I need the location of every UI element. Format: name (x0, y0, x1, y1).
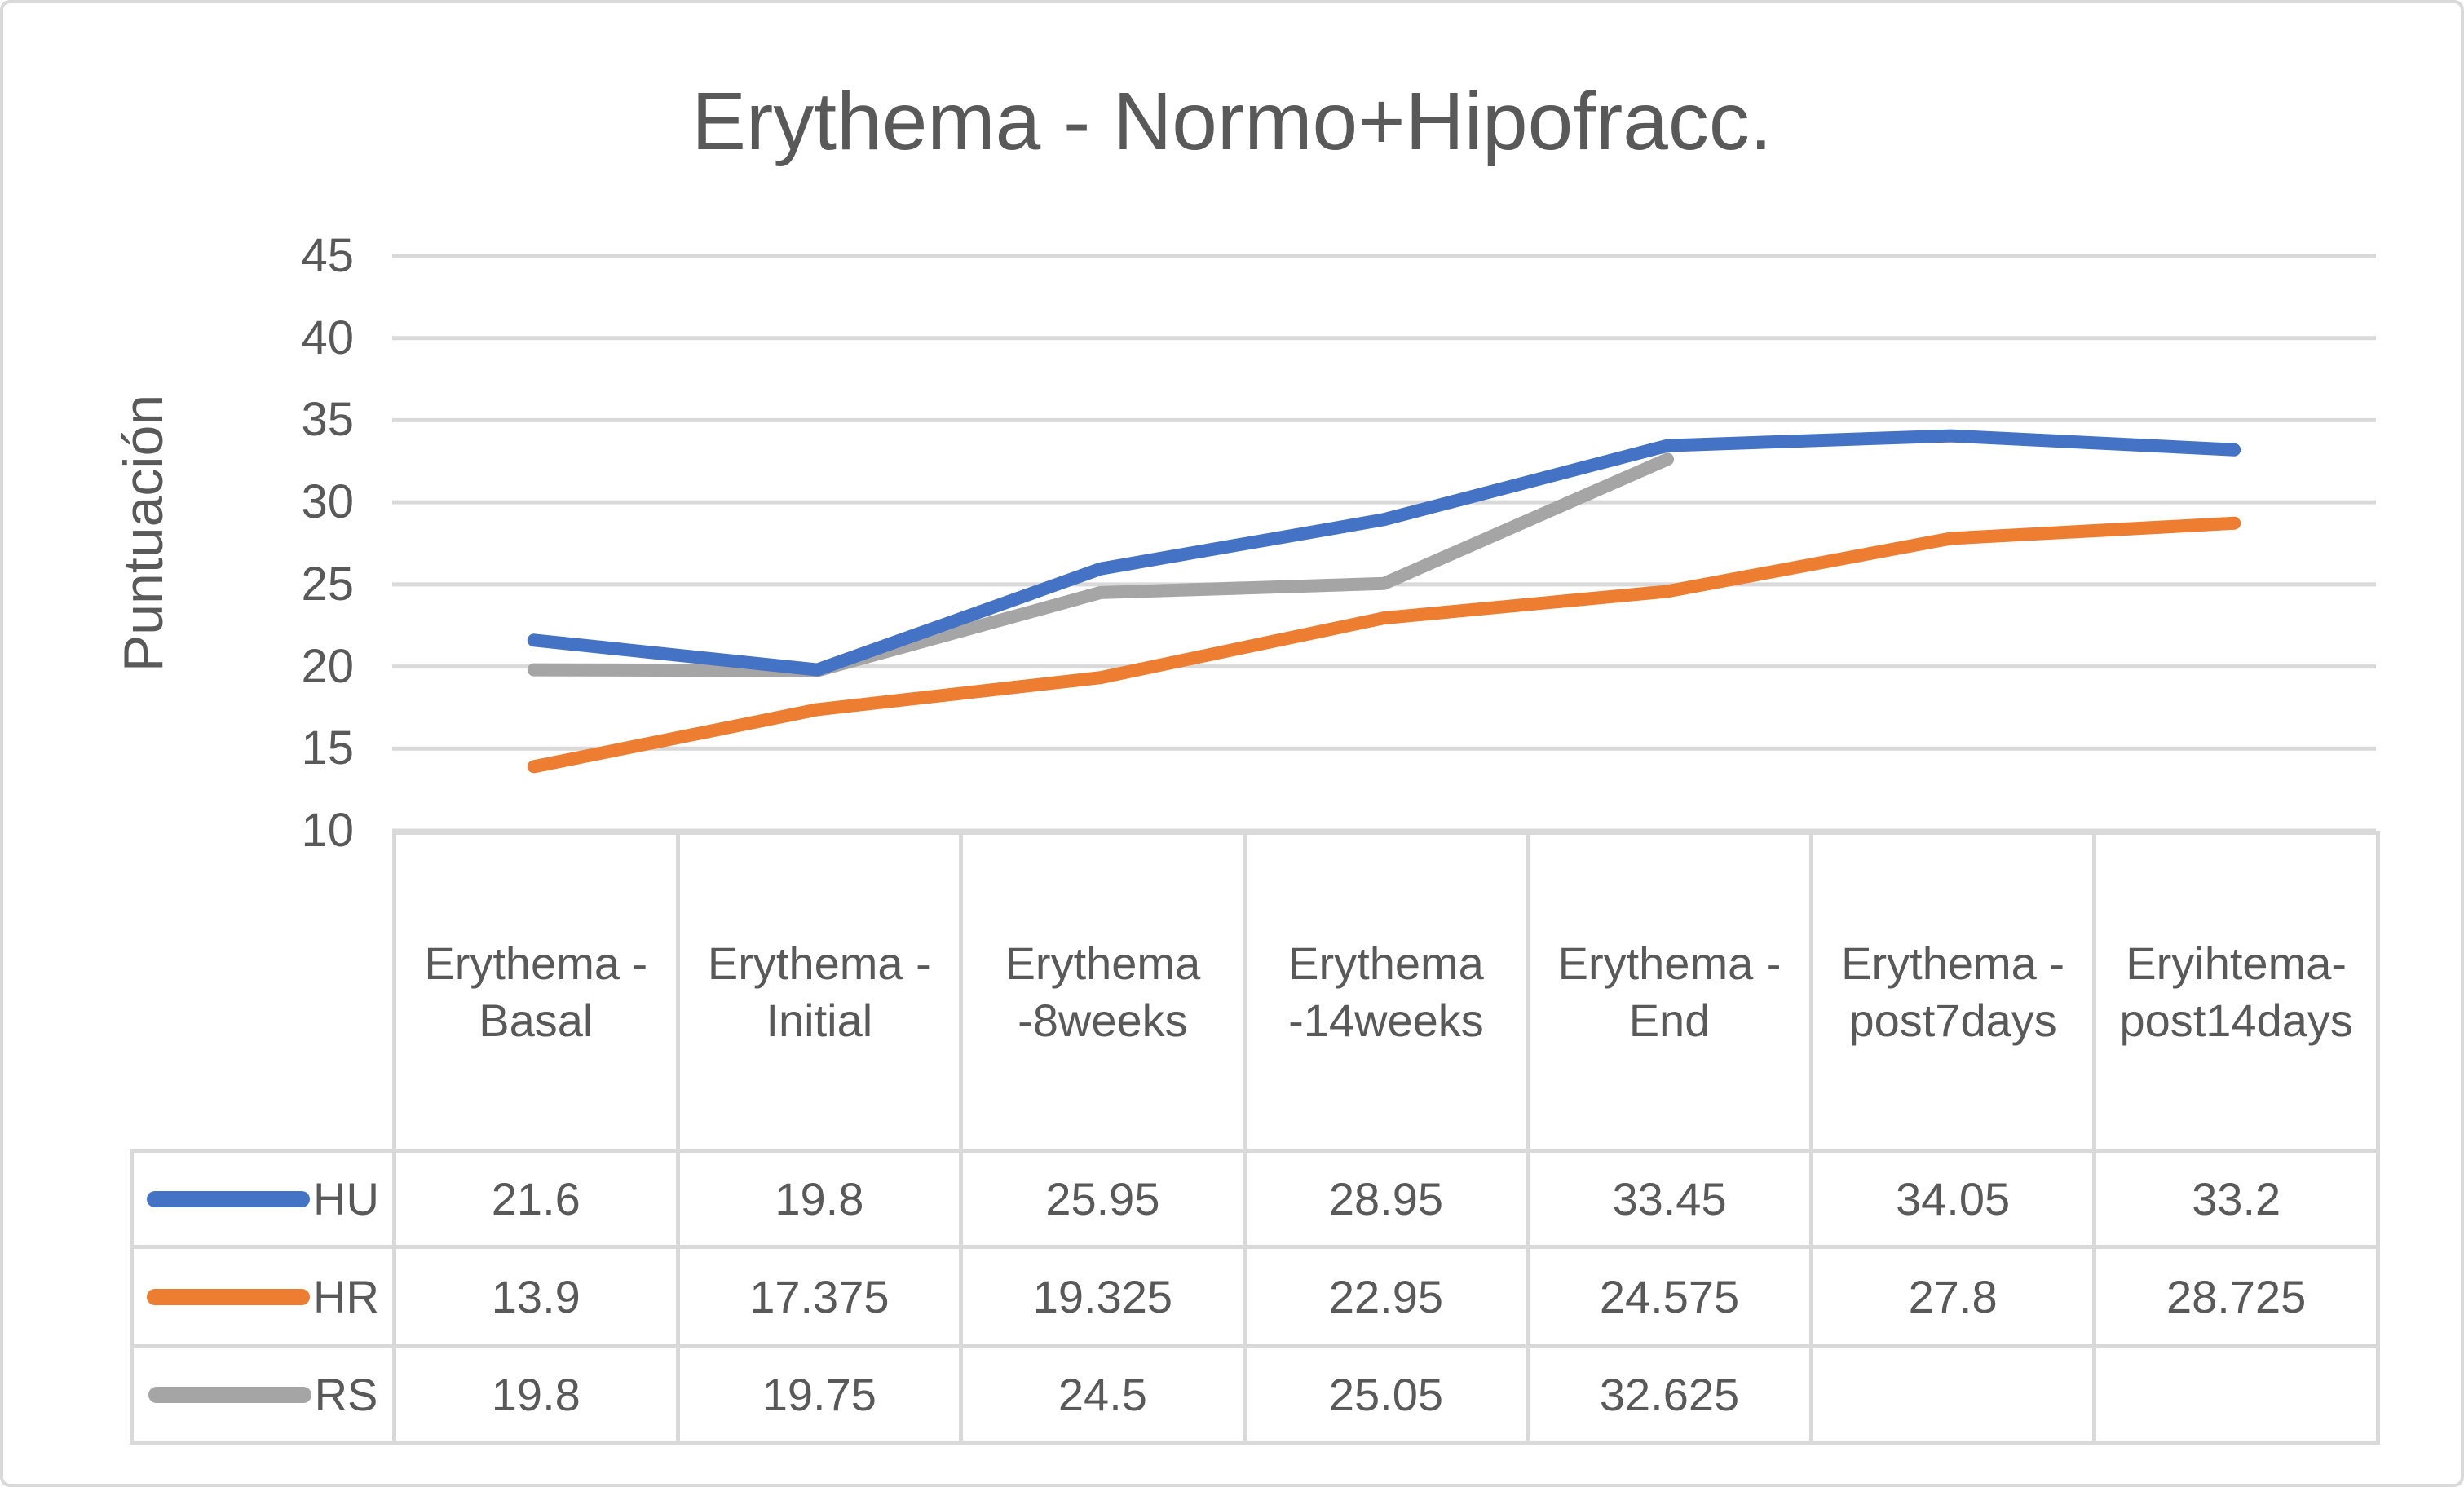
value-cell: 27.8 (1808, 1245, 2097, 1348)
category-header-cell: Erythema -End (1526, 831, 1813, 1153)
y-axis-tick: 20 (301, 639, 354, 693)
y-axis-tick: 40 (301, 311, 354, 364)
value-cell: 21.6 (392, 1149, 680, 1249)
y-axis-tick: 45 (301, 229, 354, 282)
y-axis-tick: 30 (301, 475, 354, 529)
series-row: HU 21.6 19.8 25.95 28.95 33.45 34.05 33.2 (130, 1149, 2380, 1249)
y-axis-tick: 15 (301, 721, 354, 775)
table-blank-cell (132, 833, 395, 1151)
value-cell: 33.2 (2092, 1149, 2380, 1249)
value-cell: 34.05 (1808, 1149, 2097, 1249)
category-header-cell: Erythema -14weeks (1242, 831, 1530, 1153)
category-header-cell: Erythema -8weeks (959, 831, 1247, 1153)
value-cell: 28.725 (2092, 1245, 2380, 1348)
plot-area (392, 254, 2376, 833)
category-header-cell: Erythema -Basal (392, 831, 680, 1153)
series-row: HR 13.9 17.375 19.325 22.95 24.575 27.8 28.725 (130, 1245, 2380, 1348)
value-cell (1808, 1344, 2097, 1445)
series-name-label: RS (314, 1368, 378, 1420)
legend-swatch-hu (147, 1190, 311, 1207)
value-cell: 33.45 (1526, 1149, 1813, 1249)
value-cell: 13.9 (392, 1245, 680, 1348)
value-cell: 24.5 (959, 1344, 1247, 1445)
value-cell: 25.95 (959, 1149, 1247, 1249)
value-cell: 25.05 (1242, 1344, 1530, 1445)
value-cell: 22.95 (1242, 1245, 1530, 1348)
value-cell: 19.325 (959, 1245, 1247, 1348)
value-cell: 28.95 (1242, 1149, 1530, 1249)
value-cell: 19.8 (392, 1344, 680, 1445)
series-line-rs (527, 452, 1675, 677)
series-name-label: HR (313, 1270, 379, 1322)
legend-cell: HR (130, 1245, 396, 1348)
value-cell: 19.8 (675, 1149, 964, 1249)
value-cell: 17.375 (675, 1245, 964, 1348)
category-header-cell: Eryihtema-post14days (2092, 831, 2380, 1153)
category-header-cell: Erythema - post7days (1808, 831, 2097, 1153)
chart-title: Erythema - Normo+Hipofracc. (691, 76, 1773, 167)
series-name-label: HU (313, 1172, 379, 1224)
value-cell: 19.75 (675, 1344, 964, 1445)
data-table: Erythema -Basal Erythema -Initial Erythema… (130, 831, 2380, 1445)
value-cell: 24.575 (1526, 1245, 1813, 1348)
value-cell: 32.625 (1526, 1344, 1813, 1445)
legend-swatch-rs (148, 1386, 311, 1403)
y-axis-tick: 10 (301, 804, 354, 857)
table-header-row: Erythema -Basal Erythema -Initial Erythema… (132, 831, 2380, 1153)
legend-swatch-hr (147, 1288, 311, 1305)
category-header-cell: Erythema -Initial (675, 831, 964, 1153)
series-line-hu (527, 429, 2241, 677)
y-axis-tick: 25 (301, 557, 354, 611)
value-cell (2092, 1344, 2380, 1445)
series-row: RS 19.8 19.75 24.5 25.05 32.625 (130, 1344, 2380, 1445)
legend-cell: RS (130, 1344, 396, 1445)
y-axis-tick: 35 (301, 393, 354, 447)
series-line-hr (527, 516, 2241, 774)
legend-cell: HU (130, 1149, 396, 1249)
